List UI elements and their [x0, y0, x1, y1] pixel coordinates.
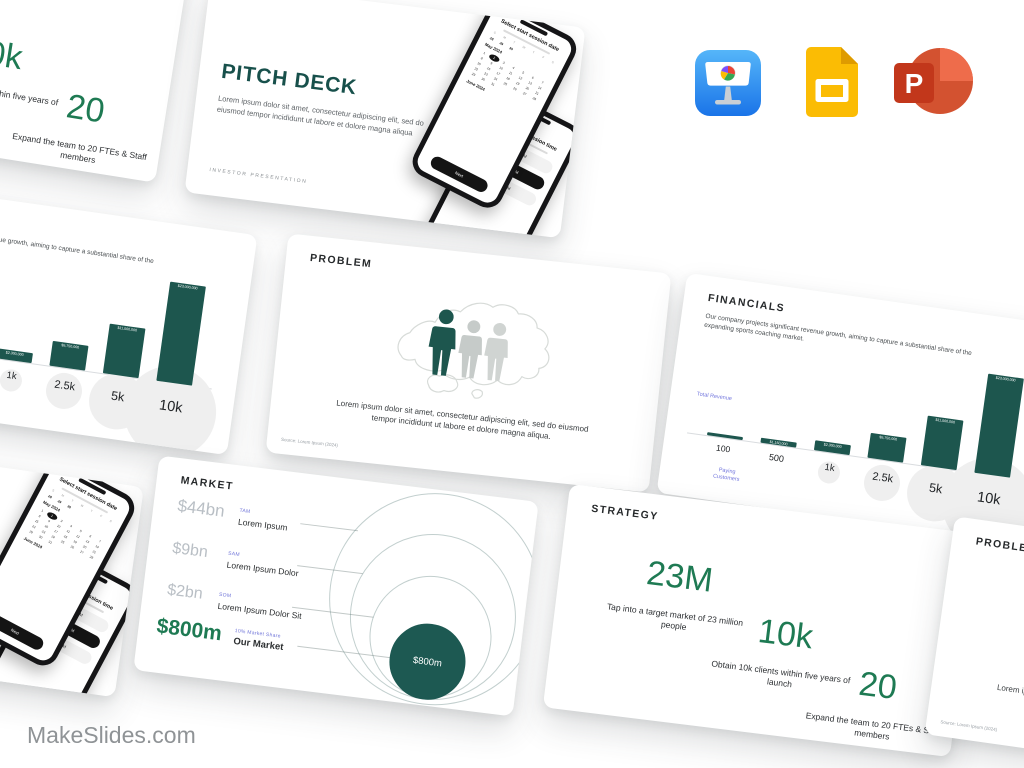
keynote-icon[interactable]	[694, 49, 762, 122]
stat-value: 10k	[755, 612, 816, 657]
slide-title-pitch-deck: PITCH DECK	[220, 59, 359, 100]
revenue-bar: $2,300,000	[0, 348, 33, 364]
slide-title-problem: PROBLEM	[975, 535, 1024, 557]
x-tick-label: 500	[768, 452, 785, 465]
slide-card-financials-partial: FINANCIALS Our company projects signific…	[0, 180, 258, 456]
slide-title-financials: FINANCIALS	[707, 291, 786, 315]
slide-body-text: Lorem ipsum dolor sit amet, consectetur …	[216, 93, 425, 138]
our-market-bubble-label: $800m	[412, 654, 443, 669]
revenue-bar: $11,500,000	[102, 323, 146, 379]
slide-card-market: MARKET $44bn TAM Lorem Ipsum $9bn SAM Lo…	[133, 455, 539, 717]
bar-value-label: $2,300,000	[5, 350, 24, 357]
market-label: Lorem Ipsum	[237, 516, 288, 533]
x-tick-label: 1k	[823, 461, 836, 475]
market-value: $9bn	[171, 539, 209, 562]
market-tag: SAM	[227, 550, 241, 559]
revenue-bar: $5,750,000	[867, 432, 907, 463]
powerpoint-icon[interactable]: P	[890, 46, 974, 121]
brand-logo-text: MakeSlides.com	[27, 722, 196, 748]
stat-value: 23M	[644, 554, 715, 600]
slide-body-text: Our company projects significant revenue…	[0, 221, 155, 266]
slide-card-strategy-partial: STRATEGY 23M Tap into a target market of…	[0, 0, 191, 183]
slide-card-cover-partial: PITCH DECK Lorem ipsum dolor sit amet, c…	[0, 434, 144, 698]
slide-body-text: Our company projects significant revenue…	[703, 312, 973, 358]
slide-card-cover: PITCH DECK Lorem ipsum dolor sit amet, c…	[184, 0, 586, 239]
market-value-our: $800m	[155, 614, 224, 646]
source-note: Source: Lorem Ipsum (2024)	[940, 719, 998, 733]
x-tick-label: 10k	[976, 489, 1002, 509]
stat-value: 10k	[0, 31, 26, 78]
market-value: $2bn	[166, 581, 204, 603]
region-map-graphic	[367, 283, 578, 418]
revenue-bar: $5,750,000	[49, 340, 89, 371]
svg-text:P: P	[905, 68, 924, 99]
market-tag: SOM	[218, 591, 232, 600]
revenue-bar: $11,500,000	[920, 415, 964, 471]
market-label: Lorem Ipsum Dolor	[226, 559, 300, 579]
bar-value-label: $11,500,000	[117, 325, 138, 333]
bar-value-label: $23,000,000	[995, 375, 1016, 383]
slide-card-strategy: STRATEGY 23M Tap into a target market of…	[542, 483, 978, 758]
x-tick-label: 10k	[158, 397, 184, 417]
x-tick-label: 5k	[928, 480, 944, 497]
slide-title-market: MARKET	[179, 474, 235, 493]
x-tick-label: 1k	[5, 369, 18, 383]
leader-line	[300, 523, 358, 532]
revenue-bar: $23,000,000	[974, 373, 1024, 478]
bar-value-label: $5,750,000	[879, 435, 898, 442]
x-tick-label: 100	[715, 442, 731, 455]
market-value: $44bn	[176, 496, 226, 521]
stat-value: 20	[856, 664, 899, 708]
person-icons	[428, 309, 508, 382]
bar-value-label: $11,500,000	[935, 417, 956, 425]
next-button: Next	[0, 611, 46, 652]
market-label: Lorem Ipsum Dolor Sit	[217, 600, 303, 621]
slide-title-strategy: STRATEGY	[590, 502, 660, 523]
bar-value-label: $5,750,000	[61, 343, 80, 350]
stat-value: 20	[63, 87, 108, 131]
x-tick-label: 5k	[110, 388, 126, 405]
market-tag: TAM	[239, 507, 251, 516]
slide-footer-label: INVESTOR PRESENTATION	[209, 167, 308, 186]
bar-value-label: $2,300,000	[823, 442, 842, 449]
google-slides-icon[interactable]	[806, 47, 858, 122]
source-note: Source: Lorem Ipsum (2024)	[280, 436, 339, 448]
x-axis-label: Paying Customers	[712, 467, 740, 484]
slide-title-problem: PROBLEM	[309, 251, 373, 271]
slide-card-problem: PROBLEM	[265, 233, 672, 493]
bar-value-label: $23,000,000	[177, 283, 198, 291]
revenue-bar: $23,000,000	[156, 281, 206, 386]
next-button: Next	[428, 154, 490, 195]
y-axis-label: Total Revenue	[696, 391, 733, 403]
